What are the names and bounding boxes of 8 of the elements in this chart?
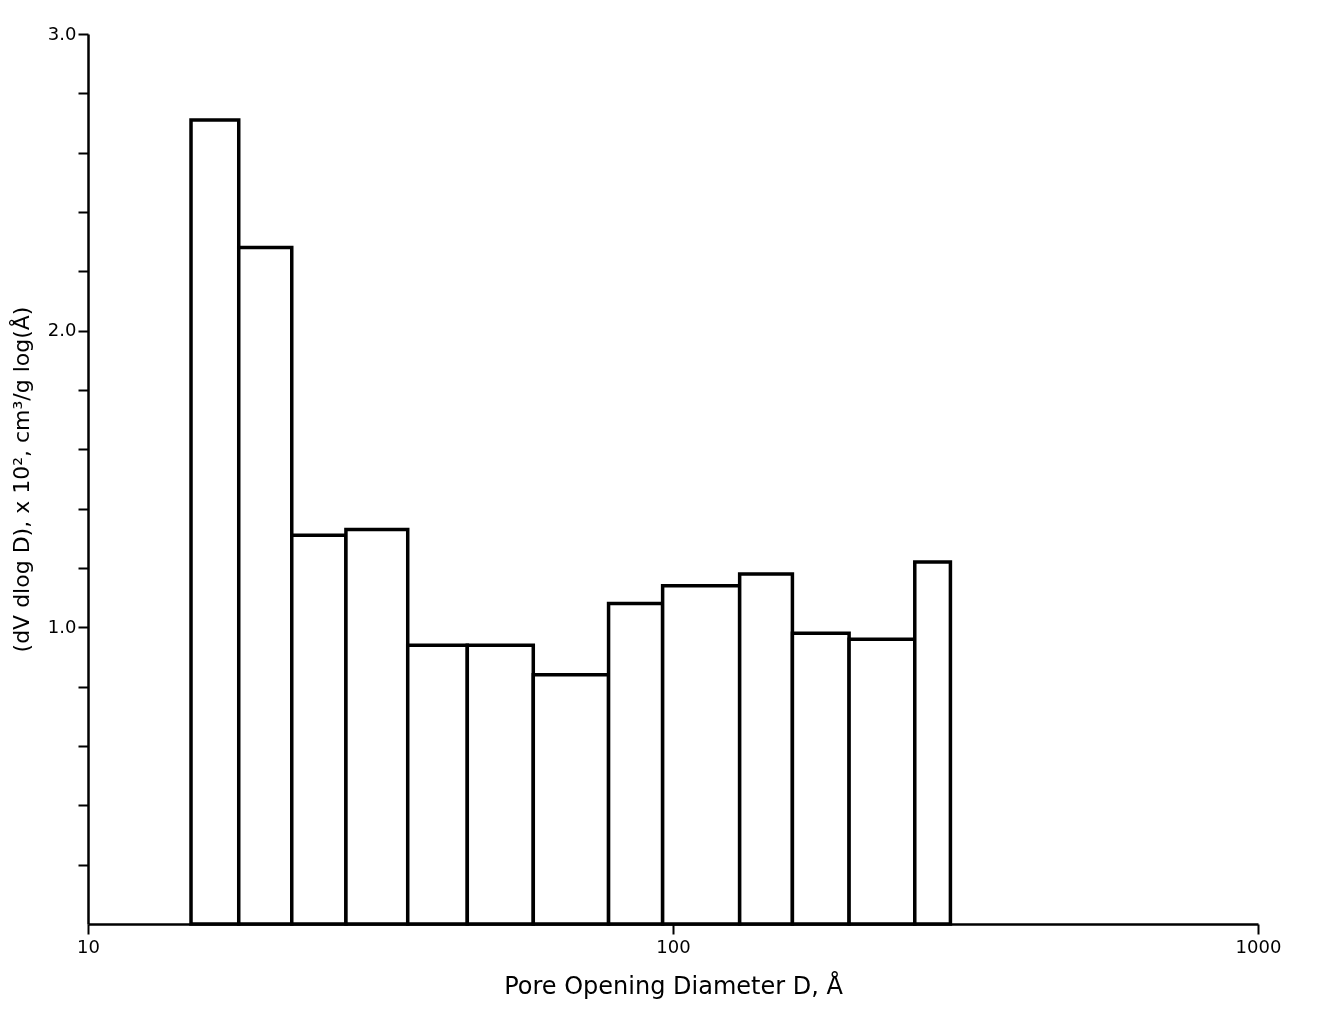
x-tick-label: 100 <box>656 935 691 957</box>
x-tick-label: 10 <box>77 935 100 957</box>
y-tick-label: 1.0 <box>47 615 77 637</box>
x-axis-title: Pore Opening Diameter D, Å <box>504 970 844 1000</box>
y-tick-label: 3.0 <box>47 22 77 44</box>
y-tick-label: 2.0 <box>47 319 77 341</box>
x-tick-label: 1000 <box>1235 935 1282 957</box>
y-axis-title: (dV dlog D), x 10², cm³/g log(Å) <box>7 306 34 653</box>
